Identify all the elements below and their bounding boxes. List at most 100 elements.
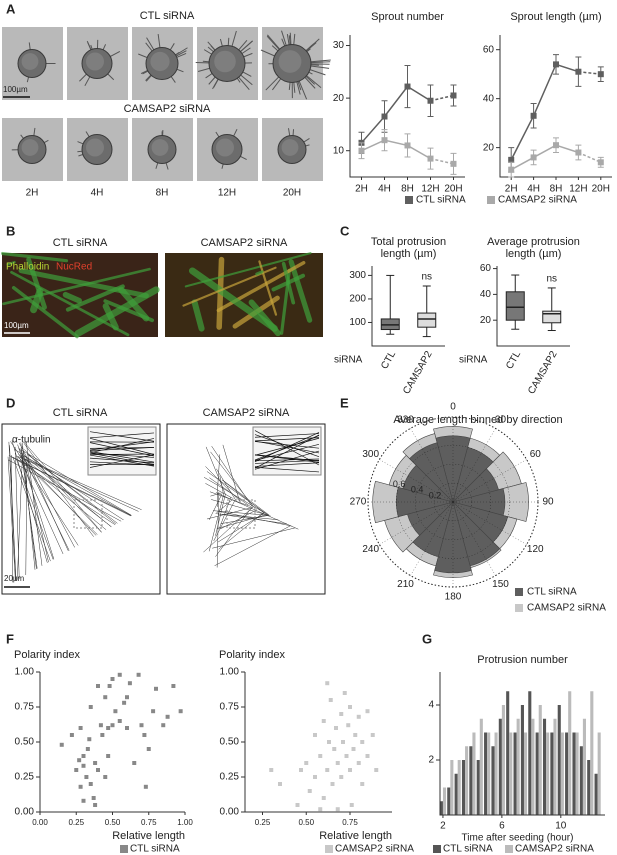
x-tick-label: 12H xyxy=(569,184,587,195)
microtubule xyxy=(208,494,225,552)
x-tick-label: 4H xyxy=(378,184,391,195)
axis xyxy=(439,672,605,816)
point xyxy=(295,803,300,807)
microtubule xyxy=(89,432,155,439)
series-line xyxy=(510,63,579,161)
bar xyxy=(498,718,502,815)
time-label: 4H xyxy=(91,188,104,199)
chart-title: Total protrusion xyxy=(371,236,446,248)
box xyxy=(417,312,437,328)
point xyxy=(122,700,127,705)
microtubule xyxy=(216,491,220,568)
chart-title: Polarity index xyxy=(219,649,286,661)
marker xyxy=(450,160,457,167)
angle-label: 30 xyxy=(495,414,507,425)
microtubule xyxy=(254,441,320,449)
point xyxy=(321,719,326,723)
microtubule xyxy=(211,446,254,509)
microtubule xyxy=(210,492,222,497)
y-tick-label: 40 xyxy=(480,289,492,300)
y-tick-label: 60 xyxy=(480,263,492,274)
point xyxy=(125,726,129,730)
microtubule xyxy=(206,471,269,516)
point xyxy=(307,789,312,793)
marker xyxy=(450,92,457,99)
point xyxy=(313,733,317,737)
row-title: CTL siRNA xyxy=(140,10,195,22)
legend-swatch xyxy=(515,604,523,612)
y-tick-label: 0.00 xyxy=(220,807,240,818)
microtubule xyxy=(209,477,252,508)
microtubule xyxy=(221,513,279,521)
panel-label: D xyxy=(6,395,15,410)
x-axis-label: Relative length xyxy=(112,830,185,842)
bar xyxy=(579,746,583,815)
microtubule xyxy=(219,475,224,495)
bar xyxy=(494,732,498,815)
microtubule xyxy=(24,456,132,516)
x-tick-label: 8H xyxy=(550,184,563,195)
x-tick-label: 4H xyxy=(527,184,540,195)
time-label: 2H xyxy=(26,188,39,199)
box xyxy=(505,291,525,321)
microtubule xyxy=(205,466,241,503)
point xyxy=(339,712,344,716)
polar-spoke xyxy=(410,501,454,576)
point xyxy=(81,754,86,758)
point xyxy=(93,803,98,807)
point xyxy=(136,672,141,677)
bar xyxy=(472,732,476,815)
panel-label: G xyxy=(422,631,432,646)
bar xyxy=(538,705,542,815)
point xyxy=(353,733,358,737)
polar-bar xyxy=(409,442,454,504)
actin xyxy=(191,299,205,332)
marker xyxy=(381,113,388,120)
microtubule xyxy=(216,514,268,529)
x-tick-label: 12H xyxy=(421,184,439,195)
marker xyxy=(358,147,365,154)
microtubule xyxy=(215,507,252,557)
stain-label: α-tubulin xyxy=(12,435,51,446)
point xyxy=(318,807,323,812)
microtubule xyxy=(89,452,155,465)
microtubule xyxy=(254,437,320,442)
axis xyxy=(496,266,570,347)
microtubule xyxy=(205,483,233,499)
point xyxy=(74,768,79,772)
microtubule xyxy=(89,442,155,457)
y-tick-label: 20 xyxy=(480,315,492,326)
bar xyxy=(565,732,569,815)
microtubule xyxy=(25,441,43,566)
microtubule xyxy=(220,515,269,524)
axis xyxy=(39,672,185,813)
micrographs xyxy=(1,27,331,595)
microtubule xyxy=(23,443,94,537)
image-title: CAMSAP2 siRNA xyxy=(201,237,288,249)
polar-bar xyxy=(412,500,454,558)
marker xyxy=(553,61,559,68)
microtubule xyxy=(25,459,28,575)
chart-title: Sprout number xyxy=(371,11,444,23)
point xyxy=(365,754,370,758)
point xyxy=(69,733,74,737)
microtubule xyxy=(89,431,155,442)
scale-label: 100µm xyxy=(4,321,29,330)
time-label: 8H xyxy=(156,188,169,199)
polar-spoke xyxy=(452,501,496,576)
y-tick-label: 30 xyxy=(333,40,345,51)
chart-title: Sprout length (µm) xyxy=(510,11,601,23)
microtubule xyxy=(11,456,131,517)
marker xyxy=(508,166,515,173)
microtubule xyxy=(20,448,38,569)
legend-swatch xyxy=(325,845,333,853)
bar xyxy=(439,801,443,815)
y-tick-label: 20 xyxy=(483,142,495,153)
bar xyxy=(501,705,505,815)
angle-label: 300 xyxy=(362,449,379,460)
microtubule xyxy=(203,477,269,516)
time-label: 12H xyxy=(218,188,236,199)
spheroid-core xyxy=(21,139,39,156)
microtubule xyxy=(10,441,79,546)
